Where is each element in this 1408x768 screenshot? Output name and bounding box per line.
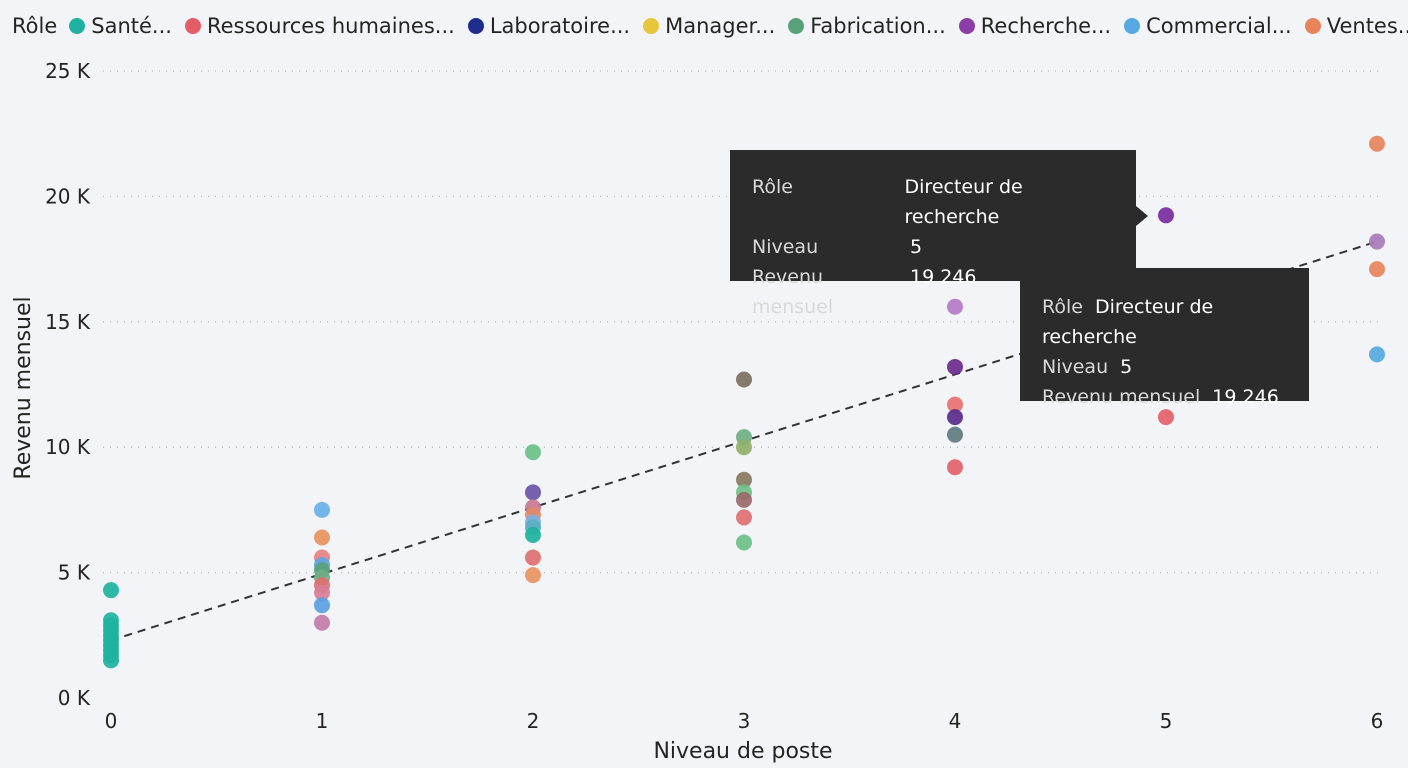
legend-item-label: Commercial... [1146,14,1292,38]
x-tick-label: 2 [527,709,540,733]
legend-item-label: Fabrication... [810,14,946,38]
tooltip-income-value: 19 246 [910,266,977,288]
y-axis-label: Revenu mensuel [11,296,36,479]
data-point[interactable] [736,439,752,456]
legend-dot-icon [184,18,201,34]
tooltip-row-level: Niveau 5 [752,232,1116,262]
data-point[interactable] [525,444,541,461]
data-point[interactable] [736,534,752,551]
data-point[interactable] [103,582,119,599]
data-point[interactable] [947,426,963,443]
data-point[interactable] [1158,409,1174,426]
x-tick-label: 3 [738,709,751,733]
tooltip-income-label: Revenu mensuel [752,266,834,318]
x-tick-label: 5 [1160,709,1173,733]
data-point[interactable] [1369,346,1385,363]
tooltip-row-role: Rôle Directeur de recherche [752,172,1116,232]
tooltip-role-value: Directeur de recherche [1042,296,1214,348]
data-point[interactable] [1158,207,1174,224]
tooltip-row-level: Niveau 5 [1042,352,1289,382]
legend-item-fabrication[interactable]: Fabrication... [788,14,946,38]
x-tick-label: 6 [1371,709,1384,733]
data-point[interactable] [314,529,330,546]
y-tick-label: 10 K [45,435,91,459]
data-point[interactable] [314,597,330,614]
legend-item-manager[interactable]: Manager... [643,14,775,38]
data-point[interactable] [947,459,963,476]
data-point[interactable] [525,526,541,543]
tooltip-row-income: Revenu mensuel 19 246 [1042,382,1289,412]
tooltip-role-label: Rôle [1042,296,1083,318]
legend-item-ressources-humaines[interactable]: Ressources humaines... [184,14,455,38]
tooltip-main: Rôle Directeur de recherche Niveau 5 Rev… [730,150,1148,318]
legend-item-commercial[interactable]: Commercial... [1124,14,1292,38]
x-axis-ticks: 0 1 2 3 4 5 6 [105,709,1384,733]
tooltip-level-value: 5 [1120,356,1133,378]
legend-item-label: Ventes... [1326,14,1408,38]
data-point[interactable] [947,358,963,375]
data-point[interactable] [1369,135,1385,152]
data-point[interactable] [736,491,752,508]
tooltip-secondary: Rôle Directeur de recherche Niveau 5 Rev… [1020,268,1309,408]
legend-dot-icon [467,18,484,34]
x-axis-label: Niveau de poste [653,739,832,764]
tooltip-role-label: Rôle [752,176,793,198]
y-tick-label: 0 K [58,686,91,710]
data-point[interactable] [736,371,752,388]
legend: Rôle Santé... Ressources humaines... Lab… [12,10,1408,42]
y-tick-label: 20 K [45,184,91,208]
data-point[interactable] [525,549,541,566]
tooltip-level-label: Niveau [752,236,819,258]
legend-item-label: Santé... [91,14,172,38]
y-tick-label: 15 K [45,310,91,334]
y-tick-label: 25 K [45,59,91,83]
y-tick-label: 5 K [58,561,91,585]
legend-item-label: Ressources humaines... [206,14,455,38]
x-tick-label: 1 [316,709,329,733]
legend-item-laboratoire[interactable]: Laboratoire... [467,14,631,38]
tooltip-role-value: Directeur de recherche [904,176,1023,228]
data-point[interactable] [736,471,752,488]
x-tick-label: 4 [949,709,962,733]
legend-dot-icon [1124,18,1141,34]
y-axis-ticks: 0 K 5 K 10 K 15 K 20 K 25 K [45,59,91,710]
tooltip-row-role: Rôle Directeur de recherche [1042,292,1289,352]
data-point[interactable] [525,484,541,501]
data-point[interactable] [1369,261,1385,278]
legend-item-label: Laboratoire... [489,14,631,38]
tooltip-row-income: Revenu mensuel 19 246 [752,262,1116,322]
data-point[interactable] [103,652,119,669]
legend-dot-icon [643,18,660,34]
legend-dot-icon [1304,18,1321,34]
data-point[interactable] [314,584,330,601]
data-points [103,135,1385,669]
legend-title: Rôle [12,14,58,38]
tooltip-income-value: 19 246 [1212,386,1279,408]
legend-item-recherche[interactable]: Recherche... [958,14,1112,38]
x-tick-label: 0 [105,709,118,733]
legend-item-ventes[interactable]: Ventes... [1304,14,1408,38]
tooltip-level-label: Niveau [1042,356,1109,378]
legend-dot-icon [788,18,805,34]
data-point[interactable] [947,409,963,426]
legend-item-label: Recherche... [980,14,1112,38]
legend-dot-icon [69,18,86,34]
tooltip-income-label: Revenu mensuel [1042,386,1201,408]
data-point[interactable] [314,614,330,631]
data-point[interactable] [947,396,963,413]
data-point[interactable] [1369,233,1385,250]
tooltip-level-value: 5 [910,236,923,258]
data-point[interactable] [947,298,963,315]
data-point[interactable] [314,501,330,518]
legend-item-label: Manager... [665,14,776,38]
data-point[interactable] [525,567,541,584]
legend-dot-icon [958,18,975,34]
data-point[interactable] [736,509,752,526]
legend-item-sante[interactable]: Santé... [69,14,172,38]
